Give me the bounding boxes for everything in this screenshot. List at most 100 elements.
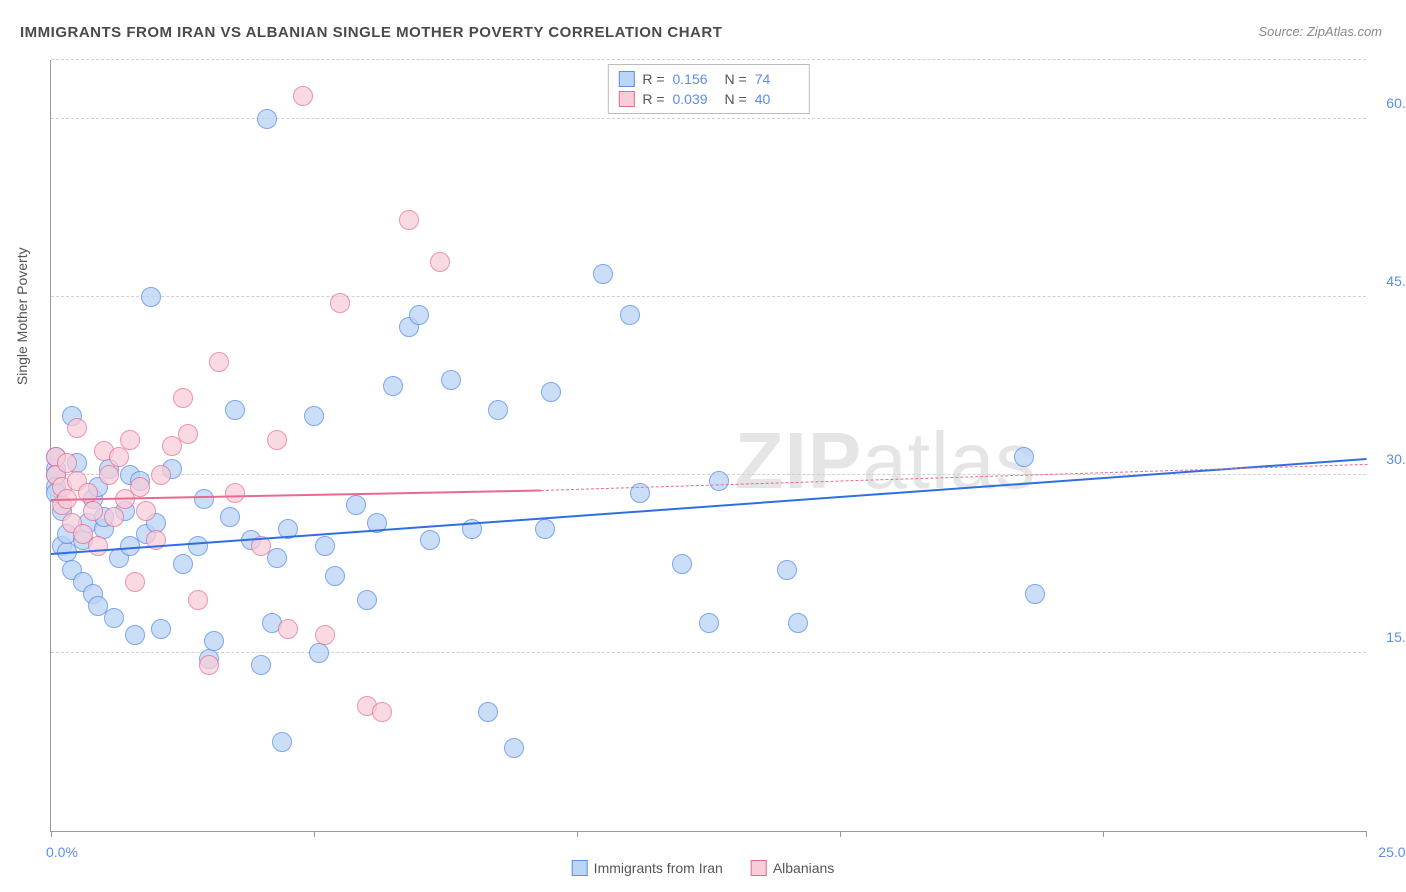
data-point <box>104 608 124 628</box>
legend-swatch <box>572 860 588 876</box>
x-min-label: 0.0% <box>46 844 78 860</box>
data-point <box>357 590 377 610</box>
y-tick-label: 45.0% <box>1386 273 1406 289</box>
y-tick-label: 60.0% <box>1386 95 1406 111</box>
data-point <box>309 643 329 663</box>
data-point <box>57 453 77 473</box>
data-point <box>488 400 508 420</box>
legend-row: R =0.039N =40 <box>618 89 798 109</box>
plot-region: ZIPatlas R =0.156N =74R =0.039N =40 15.0… <box>50 60 1366 832</box>
data-point <box>251 655 271 675</box>
data-point <box>120 430 140 450</box>
r-label: R = <box>642 71 664 87</box>
x-tick <box>577 831 578 837</box>
legend-swatch <box>618 91 634 107</box>
data-point <box>99 465 119 485</box>
chart-area: Single Mother Poverty ZIPatlas R =0.156N… <box>50 60 1366 832</box>
data-point <box>130 477 150 497</box>
data-point <box>430 252 450 272</box>
legend-swatch <box>618 71 634 87</box>
data-point <box>83 501 103 521</box>
data-point <box>225 400 245 420</box>
x-tick <box>1103 831 1104 837</box>
gridline <box>51 118 1366 119</box>
data-point <box>141 287 161 307</box>
legend-item: Albanians <box>751 860 835 876</box>
data-point <box>104 507 124 527</box>
data-point <box>315 625 335 645</box>
legend-label: Albanians <box>773 860 835 876</box>
data-point <box>535 519 555 539</box>
data-point <box>1025 584 1045 604</box>
data-point <box>204 631 224 651</box>
data-point <box>325 566 345 586</box>
data-point <box>672 554 692 574</box>
legend-series: Immigrants from Iran Albanians <box>572 860 835 876</box>
data-point <box>125 572 145 592</box>
data-point <box>346 495 366 515</box>
legend-correlation: R =0.156N =74R =0.039N =40 <box>607 64 809 114</box>
data-point <box>209 352 229 372</box>
data-point <box>420 530 440 550</box>
n-value: 40 <box>755 91 799 107</box>
data-point <box>1014 447 1034 467</box>
gridline <box>51 59 1366 60</box>
chart-title: IMMIGRANTS FROM IRAN VS ALBANIAN SINGLE … <box>20 24 722 41</box>
n-value: 74 <box>755 71 799 87</box>
data-point <box>383 376 403 396</box>
data-point <box>173 388 193 408</box>
data-point <box>478 702 498 722</box>
data-point <box>504 738 524 758</box>
r-value: 0.039 <box>673 91 717 107</box>
data-point <box>541 382 561 402</box>
data-point <box>441 370 461 390</box>
legend-row: R =0.156N =74 <box>618 69 798 89</box>
gridline <box>51 296 1366 297</box>
data-point <box>125 625 145 645</box>
data-point <box>777 560 797 580</box>
data-point <box>788 613 808 633</box>
data-point <box>267 430 287 450</box>
legend-swatch <box>751 860 767 876</box>
data-point <box>151 619 171 639</box>
data-point <box>188 536 208 556</box>
data-point <box>257 109 277 129</box>
data-point <box>409 305 429 325</box>
data-point <box>178 424 198 444</box>
data-point <box>220 507 240 527</box>
r-label: R = <box>642 91 664 107</box>
y-tick-label: 30.0% <box>1386 451 1406 467</box>
x-tick <box>51 831 52 837</box>
data-point <box>109 447 129 467</box>
trend-line <box>51 458 1367 555</box>
data-point <box>151 465 171 485</box>
data-point <box>709 471 729 491</box>
gridline <box>51 652 1366 653</box>
y-tick-label: 15.0% <box>1386 629 1406 645</box>
x-tick <box>314 831 315 837</box>
data-point <box>136 501 156 521</box>
data-point <box>225 483 245 503</box>
data-point <box>194 489 214 509</box>
y-axis-label: Single Mother Poverty <box>14 247 30 385</box>
data-point <box>293 86 313 106</box>
x-tick <box>1366 831 1367 837</box>
data-point <box>88 536 108 556</box>
data-point <box>272 732 292 752</box>
data-point <box>330 293 350 313</box>
x-tick <box>840 831 841 837</box>
data-point <box>304 406 324 426</box>
data-point <box>399 210 419 230</box>
source-label: Source: ZipAtlas.com <box>1258 24 1382 39</box>
data-point <box>67 418 87 438</box>
data-point <box>199 655 219 675</box>
data-point <box>173 554 193 574</box>
data-point <box>593 264 613 284</box>
data-point <box>620 305 640 325</box>
legend-label: Immigrants from Iran <box>594 860 723 876</box>
n-label: N = <box>725 71 747 87</box>
x-max-label: 25.0% <box>1378 844 1406 860</box>
data-point <box>188 590 208 610</box>
data-point <box>372 702 392 722</box>
data-point <box>278 619 298 639</box>
